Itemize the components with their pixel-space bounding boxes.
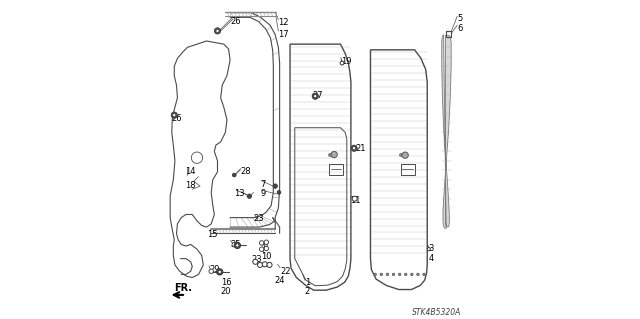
Text: 24: 24 — [274, 276, 284, 285]
Text: 7: 7 — [260, 180, 266, 189]
Circle shape — [402, 152, 408, 158]
Text: 18: 18 — [185, 182, 196, 190]
Text: FR.: FR. — [173, 283, 191, 293]
Bar — [445, 31, 451, 37]
Text: 6: 6 — [457, 24, 463, 33]
Text: 19: 19 — [341, 57, 351, 66]
Text: 15: 15 — [207, 230, 218, 239]
Text: 26: 26 — [230, 17, 241, 26]
Text: 10: 10 — [261, 252, 272, 261]
Circle shape — [232, 242, 236, 247]
Circle shape — [398, 273, 401, 276]
Circle shape — [218, 270, 221, 273]
Circle shape — [314, 95, 317, 98]
Circle shape — [386, 273, 388, 276]
Circle shape — [264, 240, 269, 244]
Text: 14: 14 — [185, 167, 195, 176]
Circle shape — [428, 248, 430, 251]
Text: 29: 29 — [209, 265, 220, 274]
Circle shape — [423, 273, 426, 276]
Text: 25: 25 — [230, 240, 241, 249]
Text: 26: 26 — [172, 114, 182, 122]
Circle shape — [273, 184, 277, 188]
Circle shape — [209, 269, 213, 273]
Circle shape — [380, 273, 383, 276]
Circle shape — [171, 112, 177, 118]
Circle shape — [236, 244, 239, 247]
Text: 5: 5 — [457, 14, 463, 23]
Text: STK4B5320A: STK4B5320A — [412, 308, 461, 317]
Circle shape — [259, 241, 264, 245]
Text: 20: 20 — [221, 287, 231, 296]
Text: 11: 11 — [350, 196, 361, 204]
Circle shape — [262, 262, 268, 267]
Circle shape — [264, 246, 269, 251]
Circle shape — [417, 273, 419, 276]
Circle shape — [392, 273, 395, 276]
Text: 8: 8 — [262, 243, 268, 252]
Text: 3: 3 — [428, 244, 433, 253]
Text: 22: 22 — [280, 266, 291, 276]
Text: 1: 1 — [305, 278, 310, 286]
Circle shape — [232, 173, 236, 177]
Circle shape — [353, 147, 356, 150]
Circle shape — [340, 61, 344, 65]
Circle shape — [214, 28, 221, 34]
Text: 27: 27 — [313, 92, 323, 100]
Polygon shape — [442, 35, 451, 228]
Text: 2: 2 — [305, 287, 310, 296]
Text: 16: 16 — [221, 278, 231, 286]
Circle shape — [312, 93, 319, 99]
Text: 21: 21 — [356, 144, 366, 152]
Circle shape — [253, 259, 258, 264]
Circle shape — [404, 273, 407, 276]
Circle shape — [216, 269, 223, 275]
Text: 28: 28 — [241, 167, 251, 176]
Text: 9: 9 — [260, 189, 266, 198]
Circle shape — [351, 145, 357, 152]
Circle shape — [247, 194, 252, 198]
Text: 17: 17 — [278, 30, 289, 39]
Circle shape — [216, 29, 219, 33]
Circle shape — [257, 263, 262, 267]
Circle shape — [277, 190, 281, 194]
Circle shape — [191, 152, 203, 163]
Text: 23: 23 — [252, 256, 262, 264]
Text: 13: 13 — [234, 189, 245, 198]
Text: 12: 12 — [278, 18, 289, 27]
Text: 4: 4 — [428, 254, 433, 263]
Text: 23: 23 — [254, 214, 264, 224]
Circle shape — [352, 196, 357, 201]
Circle shape — [411, 273, 413, 276]
Circle shape — [234, 242, 241, 249]
Circle shape — [173, 114, 176, 117]
Circle shape — [374, 273, 376, 276]
Circle shape — [259, 247, 264, 251]
Circle shape — [331, 152, 337, 158]
Circle shape — [267, 263, 272, 267]
